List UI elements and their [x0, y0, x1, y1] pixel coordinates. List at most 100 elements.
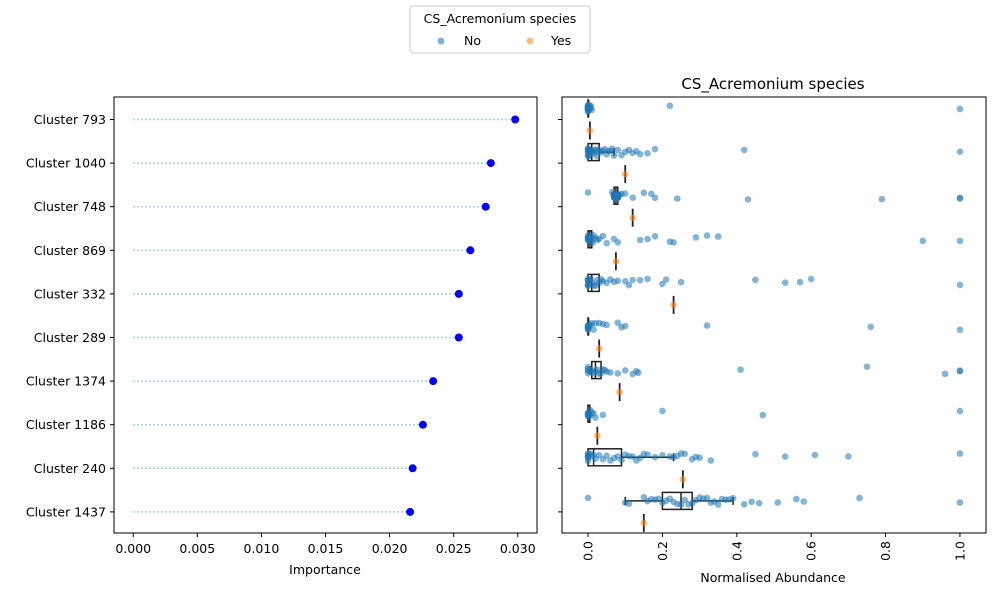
abundance-point-no	[729, 494, 737, 502]
abundance-point-no	[659, 407, 666, 415]
abundance-point-no	[919, 237, 927, 245]
importance-point	[454, 289, 463, 298]
abundance-x-tick-label: 0.2	[655, 541, 670, 561]
abundance-point-no	[744, 196, 752, 203]
abundance-point-no	[956, 450, 964, 457]
abundance-point-no	[696, 454, 703, 462]
abundance-point-no	[592, 414, 599, 421]
abundance-point-no	[625, 281, 633, 289]
abundance-point-no	[677, 278, 685, 286]
abundance-point-yes	[629, 214, 636, 221]
importance-x-tick-label: 0.025	[436, 541, 472, 556]
abundance-point-no	[793, 495, 800, 503]
abundance-point-yes	[640, 519, 648, 527]
importance-point	[408, 464, 417, 473]
abundance-point-no	[644, 235, 651, 243]
abundance-point-no	[651, 145, 659, 153]
abundance-point-no	[956, 281, 964, 289]
importance-y-tick-label: Cluster 1186	[26, 417, 106, 432]
abundance-point-no	[603, 452, 610, 460]
abundance-point-no	[614, 146, 622, 154]
importance-x-tick-label: 0.005	[179, 541, 215, 556]
abundance-point-no	[781, 453, 789, 460]
importance-y-tick-label: Cluster 869	[34, 243, 106, 258]
importance-points	[406, 115, 520, 516]
abundance-point-no	[845, 453, 852, 460]
abundance-axes-frame	[561, 96, 987, 534]
abundance-point-no	[956, 237, 964, 245]
abundance-point-yes	[595, 345, 603, 352]
abundance-point-no	[603, 321, 610, 329]
importance-point	[429, 377, 438, 386]
importance-x-tick-label: 0.010	[244, 541, 280, 556]
abundance-point-no	[614, 238, 622, 246]
abundance-point-no	[956, 368, 964, 375]
abundance-point-yes	[616, 388, 623, 396]
abundance-point-no	[599, 232, 607, 240]
abundance-point-no	[811, 451, 819, 459]
abundance-point-no	[703, 232, 711, 239]
abundance-point-no	[740, 146, 748, 154]
abundance-point-no	[621, 367, 629, 374]
abundance-point-no	[666, 102, 674, 110]
abundance-point-no	[956, 326, 964, 334]
abundance-point-no	[681, 496, 689, 504]
importance-y-tick-label: Cluster 1040	[26, 156, 106, 171]
abundance-point-no	[603, 239, 610, 247]
abundance-point-no	[740, 500, 748, 508]
importance-x-tick-label: 0.020	[372, 541, 408, 556]
abundance-point-no	[614, 319, 622, 327]
abundance-point-no	[956, 105, 964, 113]
abundance-x-tick-label: 0.0	[581, 541, 596, 561]
legend-label-no: No	[464, 33, 481, 48]
importance-x-tick-label: 0.015	[308, 541, 344, 556]
abundance-point-no	[748, 498, 755, 506]
abundance-point-no	[636, 150, 644, 158]
abundance-point-no	[956, 194, 964, 201]
abundance-x-label: Normalised Abundance	[700, 570, 846, 585]
abundance-point-no	[607, 369, 614, 376]
abundance-point-no	[636, 236, 644, 244]
abundance-point-no	[956, 407, 964, 415]
abundance-point-yes	[670, 301, 677, 309]
abundance-point-no	[651, 233, 659, 240]
abundance-point-no	[752, 276, 759, 284]
importance-point	[486, 159, 495, 168]
abundance-point-no	[737, 366, 744, 373]
abundance-point-no	[659, 280, 666, 288]
legend-marker-yes	[526, 37, 534, 45]
abundance-point-no	[941, 370, 949, 378]
abundance-point-no	[681, 450, 689, 458]
abundance-point-no	[584, 189, 592, 196]
importance-point	[511, 115, 520, 124]
abundance-point-yes	[586, 127, 594, 134]
abundance-point-no	[610, 152, 618, 159]
abundance-point-yes	[679, 476, 687, 483]
abundance-y-ticks	[558, 119, 562, 513]
legend: CS_Acremonium species No Yes	[409, 5, 591, 54]
abundance-point-no	[863, 363, 871, 371]
abundance-yes-group	[586, 127, 687, 527]
abundance-point-yes	[594, 432, 601, 440]
importance-y-tick-label: Cluster 332	[34, 286, 106, 301]
importance-x-tick-label: 0.000	[115, 541, 151, 556]
abundance-point-no	[878, 195, 886, 203]
abundance-point-no	[621, 322, 629, 330]
abundance-point-no	[692, 234, 700, 241]
abundance-x-tick-label: 0.6	[804, 541, 819, 561]
abundance-point-no	[599, 411, 607, 419]
abundance-point-no	[867, 323, 875, 331]
abundance-point-no	[755, 499, 763, 507]
abundance-point-no	[796, 278, 804, 286]
abundance-point-no	[614, 277, 622, 285]
importance-stems	[133, 118, 516, 513]
abundance-boxes	[587, 99, 734, 532]
abundance-x-tick-label: 0.4	[729, 541, 744, 561]
abundance-point-no	[807, 275, 815, 283]
abundance-point-no	[618, 456, 625, 464]
abundance-point-yes	[612, 258, 620, 265]
abundance-point-no	[636, 276, 644, 284]
importance-x-ticks: 0.000 0.005 0.010 0.015 0.020 0.025 0.030	[115, 533, 536, 556]
legend-marker-no	[437, 37, 445, 45]
